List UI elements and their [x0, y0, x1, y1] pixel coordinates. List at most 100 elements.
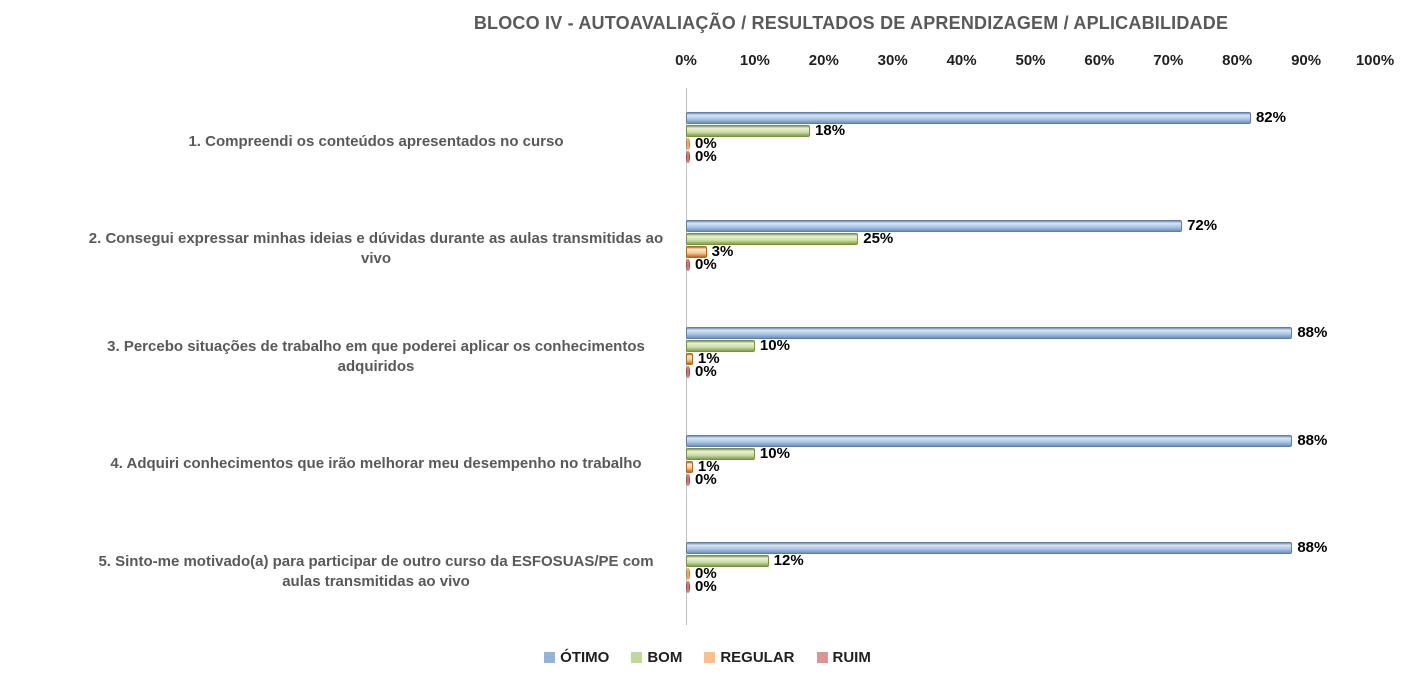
value-label: 1%: [697, 457, 720, 475]
bar-row: 25%: [686, 229, 1415, 247]
bar-ótimo: [686, 542, 1293, 555]
value-label: 10%: [759, 444, 790, 462]
legend-swatch: [816, 652, 828, 663]
value-label: 12%: [773, 552, 804, 570]
bar-ruim: [686, 151, 690, 164]
bar-bom: [686, 232, 859, 245]
bar-row: 0%: [686, 148, 1415, 166]
value-label: 10%: [759, 337, 790, 355]
bar-stack: 72% 25% 3% 0%: [686, 216, 1415, 273]
bar-bom: [686, 125, 811, 138]
value-label: 0%: [695, 565, 717, 583]
bar-stack: 88% 10% 1% 0%: [686, 431, 1415, 487]
legend: ÓTIMO BOM REGULAR RUIM: [0, 649, 1415, 666]
legend-swatch: [704, 652, 716, 663]
legend-label: BOM: [647, 649, 683, 666]
bar-row: 0%: [686, 363, 1415, 381]
x-axis-tick: 80%: [1222, 52, 1253, 69]
value-label: 88%: [1297, 431, 1328, 449]
bar-row: 10%: [686, 444, 1415, 462]
bar-row: 1%: [686, 350, 1415, 368]
category-bars: 88% 12% 0% 0%: [686, 540, 1415, 597]
chart-title: BLOCO IV - AUTOAVALIAÇÃO / RESULTADOS DE…: [473, 13, 1229, 33]
bar-stack: 82% 18% 0% 0%: [686, 109, 1415, 166]
bar-stack: 88% 12% 0% 0%: [686, 539, 1415, 596]
category-bars: 88% 10% 1% 0%: [686, 325, 1415, 382]
x-axis-tick: 0%: [675, 52, 697, 69]
x-axis-tick: 50%: [1015, 52, 1046, 69]
x-axis-tick: 40%: [946, 52, 977, 69]
x-axis-tick: 90%: [1291, 52, 1322, 69]
bar-row: 88%: [686, 324, 1415, 342]
value-label: 0%: [695, 578, 717, 596]
value-label: 18%: [815, 122, 846, 140]
bar-row: 0%: [686, 565, 1415, 583]
category-bars: 72% 25% 3% 0%: [686, 218, 1415, 275]
bar-row: 0%: [686, 578, 1415, 596]
x-axis: 0% 10% 20% 30% 40% 50% 60% 70% 80% 90% 100%: [675, 52, 1394, 69]
value-label: 0%: [695, 255, 717, 273]
bar-bom: [686, 340, 755, 353]
category-label: 3. Percebo situações de trabalho em que …: [107, 337, 645, 375]
legend-label: RUIM: [832, 649, 871, 666]
value-label: 25%: [863, 229, 894, 247]
x-axis-tick: 20%: [808, 52, 839, 69]
value-label: 1%: [697, 350, 720, 368]
category-row: 4. Adquiri conhecimentos que irão melhor…: [0, 411, 1415, 519]
bar-row: 3%: [686, 244, 1415, 259]
value-label: 0%: [695, 148, 717, 166]
bar-row: 0%: [686, 472, 1415, 487]
bar-regular: [686, 138, 690, 151]
legend-swatch: [631, 652, 643, 663]
bar-ruim: [686, 473, 690, 486]
bar-ruim: [686, 366, 690, 379]
bar-row: 0%: [686, 135, 1415, 153]
legend-item-bom: BOM: [631, 649, 682, 666]
bar-regular: [686, 245, 707, 258]
bar-regular: [686, 353, 693, 366]
value-label: 82%: [1255, 109, 1286, 127]
bar-bom: [686, 447, 755, 460]
category-row: 2. Consegui expressar minhas ideias e dú…: [0, 196, 1415, 304]
category-label: 1. Compreendi os conteúdos apresentados …: [188, 132, 564, 150]
bar-ótimo: [686, 327, 1293, 340]
category-bars: 88% 10% 1% 0%: [686, 433, 1415, 490]
value-label: 72%: [1187, 216, 1218, 234]
x-axis-tick: 70%: [1153, 52, 1184, 69]
category-row: 5. Sinto-me motivado(a) para participar …: [0, 518, 1415, 626]
bar-regular: [686, 568, 690, 581]
x-axis-tick: 10%: [739, 52, 770, 69]
bar-ótimo: [686, 434, 1293, 447]
category-row: 3. Percebo situações de trabalho em que …: [0, 303, 1415, 411]
bar-row: 12%: [686, 552, 1415, 570]
legend-item-ótimo: ÓTIMO: [544, 649, 609, 666]
value-label: 88%: [1297, 324, 1328, 342]
legend-label: ÓTIMO: [560, 649, 610, 666]
bar-stack: 88% 10% 1% 0%: [686, 324, 1415, 381]
bar-row: 10%: [686, 337, 1415, 355]
bar-regular: [686, 460, 693, 473]
bar-row: 88%: [686, 539, 1415, 557]
legend-swatch: [544, 652, 556, 663]
bar-row: 88%: [686, 431, 1415, 449]
value-label: 0%: [695, 363, 717, 381]
legend-item-regular: REGULAR: [704, 649, 795, 666]
x-axis-tick: 60%: [1084, 52, 1115, 69]
plot-area: 1. Compreendi os conteúdos apresentados …: [0, 88, 1415, 626]
x-axis-tick: 30%: [877, 52, 908, 69]
value-label: 0%: [695, 135, 717, 153]
bar-ruim: [686, 258, 690, 271]
legend-item-ruim: RUIM: [816, 649, 871, 666]
bar-row: 18%: [686, 122, 1415, 140]
category-row: 1. Compreendi os conteúdos apresentados …: [0, 88, 1415, 196]
bar-row: 1%: [686, 457, 1415, 475]
value-label: 88%: [1297, 539, 1328, 557]
bar-ruim: [686, 581, 690, 594]
category-label: 2. Consegui expressar minhas ideias e dú…: [88, 230, 664, 268]
category-label: 4. Adquiri conhecimentos que irão melhor…: [110, 455, 642, 473]
legend-label: REGULAR: [720, 649, 795, 666]
bar-ótimo: [686, 112, 1251, 125]
bar-row: 72%: [686, 216, 1415, 234]
category-label: 5. Sinto-me motivado(a) para participar …: [98, 552, 654, 590]
